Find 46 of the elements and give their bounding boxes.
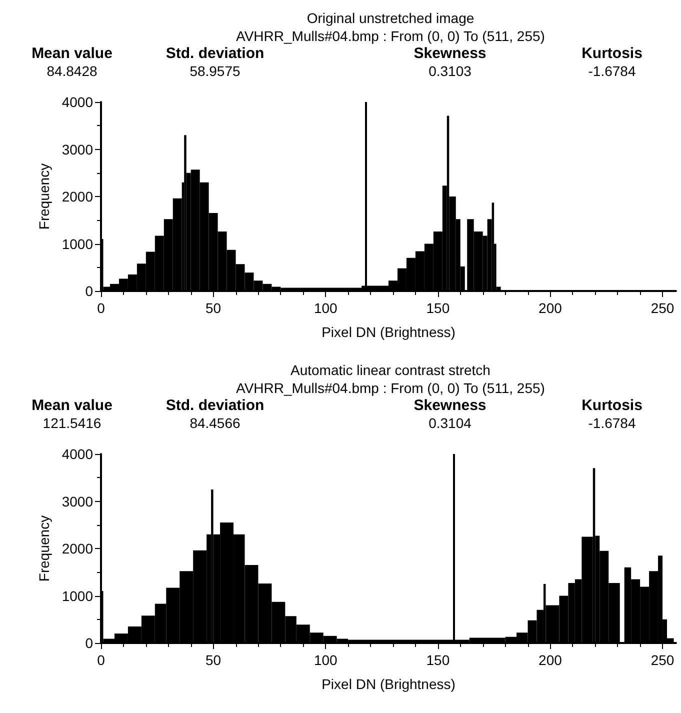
x-tick-label: 50 xyxy=(206,300,222,316)
text: Kurtosis xyxy=(580,45,644,62)
text: Mean value xyxy=(30,397,114,414)
text: Mean value xyxy=(30,45,114,62)
x-tick-label: 0 xyxy=(97,652,106,668)
x-tick-label: 250 xyxy=(650,300,674,316)
x-tick-label: 150 xyxy=(426,652,450,668)
chart-title: Automatic linear contrast stretch xyxy=(290,362,492,378)
y-tick-label: 4000 xyxy=(62,94,94,110)
y-axis-title: Frequency xyxy=(36,163,52,230)
x-axis-title: Pixel DN (Brightness) xyxy=(322,676,456,692)
text: 58.9575 xyxy=(188,63,242,79)
text: Kurtosis xyxy=(580,397,644,414)
x-tick-label: 100 xyxy=(314,652,338,668)
text: 0.3103 xyxy=(428,63,472,79)
y-tick-label: 0 xyxy=(85,283,94,299)
x-tick-label: 0 xyxy=(97,300,106,316)
text: Std. deviation xyxy=(164,397,266,414)
y-tick-label: 1000 xyxy=(62,236,94,252)
text: Std. deviation xyxy=(164,45,266,62)
x-tick-label: 50 xyxy=(206,652,222,668)
x-tick-label: 200 xyxy=(538,652,562,668)
y-tick-label: 2000 xyxy=(62,540,94,556)
x-tick-label: 250 xyxy=(650,652,674,668)
text: Skewness xyxy=(412,45,488,62)
x-tick-label: 150 xyxy=(426,300,450,316)
y-axis-title: Frequency xyxy=(36,515,52,582)
chart-subtitle: AVHRR_Mulls#04.bmp : From (0, 0) To (511, 255) xyxy=(235,380,546,396)
x-tick-label: 100 xyxy=(314,300,338,316)
text: 121.5416 xyxy=(42,415,102,431)
text: -1.6784 xyxy=(587,415,637,431)
y-tick-label: 1000 xyxy=(62,588,94,604)
y-tick-label: 0 xyxy=(85,635,94,651)
text: Skewness xyxy=(412,397,488,414)
text: -1.6784 xyxy=(587,63,637,79)
x-axis-title: Pixel DN (Brightness) xyxy=(322,324,456,340)
x-tick-label: 200 xyxy=(538,300,562,316)
chart-subtitle: AVHRR_Mulls#04.bmp : From (0, 0) To (511, 255) xyxy=(235,28,546,44)
chart-title: Original unstretched image xyxy=(306,10,476,26)
y-tick-label: 3000 xyxy=(62,141,94,158)
y-tick-label: 3000 xyxy=(62,493,94,510)
y-tick-label: 2000 xyxy=(62,188,94,204)
y-tick-label: 4000 xyxy=(62,446,94,462)
text: 84.8428 xyxy=(46,63,98,79)
text: 84.4566 xyxy=(188,415,242,431)
text: 0.3104 xyxy=(428,415,472,431)
